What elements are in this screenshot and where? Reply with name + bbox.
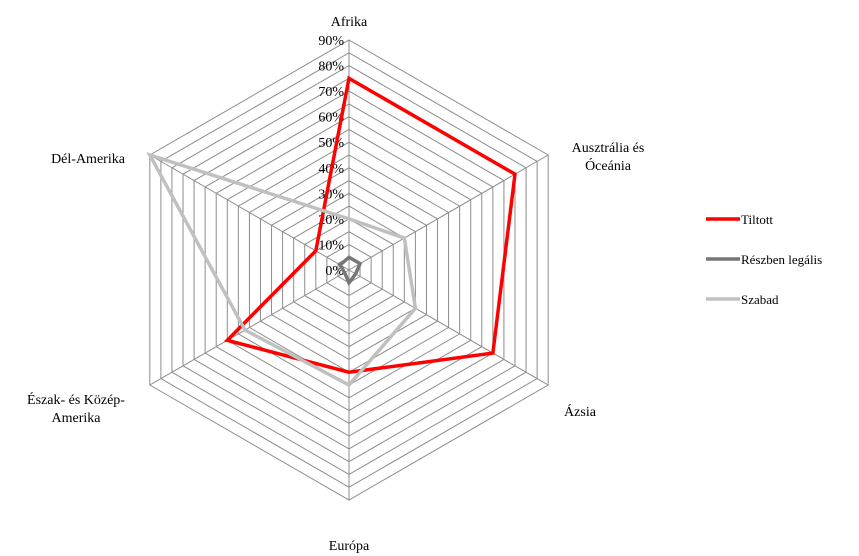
series-lines (146, 75, 517, 388)
legend-label: Részben legális (741, 252, 822, 267)
category-label: Afrika (331, 15, 368, 30)
tick-label: 30% (318, 187, 344, 202)
grid-spoke (348, 269, 549, 386)
legend-item: Részben legális (706, 252, 822, 267)
tick-label: 0% (325, 264, 344, 279)
radar-grid (149, 39, 549, 501)
series-line (337, 255, 363, 287)
category-label: Észak- és Közép-Amerika (27, 391, 125, 426)
tick-label: 50% (318, 136, 344, 151)
category-label: Európa (329, 539, 370, 554)
legend-label: Szabad (741, 292, 779, 307)
legend-label: Tiltott (741, 212, 773, 227)
category-label: Dél-Amerika (51, 152, 126, 167)
tick-label: 80% (318, 60, 344, 75)
category-label: Ausztrália és Óceánia (572, 141, 645, 174)
series-line (223, 75, 517, 375)
radial-tick-labels: 0%10%20%30%40%50%60%70%80%90% (318, 34, 344, 279)
legend-item: Tiltott (706, 212, 773, 227)
tick-label: 90% (318, 34, 344, 49)
tick-label: 70% (318, 85, 344, 100)
tick-label: 60% (318, 111, 344, 126)
series-line (146, 152, 418, 388)
tick-label: 10% (318, 238, 344, 253)
grid-spoke (149, 269, 350, 386)
legend-item: Szabad (706, 292, 779, 307)
category-label: Ázsia (564, 403, 597, 420)
category-labels: Afrika Ausztrália és Óceánia Ázsia Európa Ész… (27, 15, 644, 554)
legend: Tiltott Részben legális Szabad (706, 212, 822, 307)
